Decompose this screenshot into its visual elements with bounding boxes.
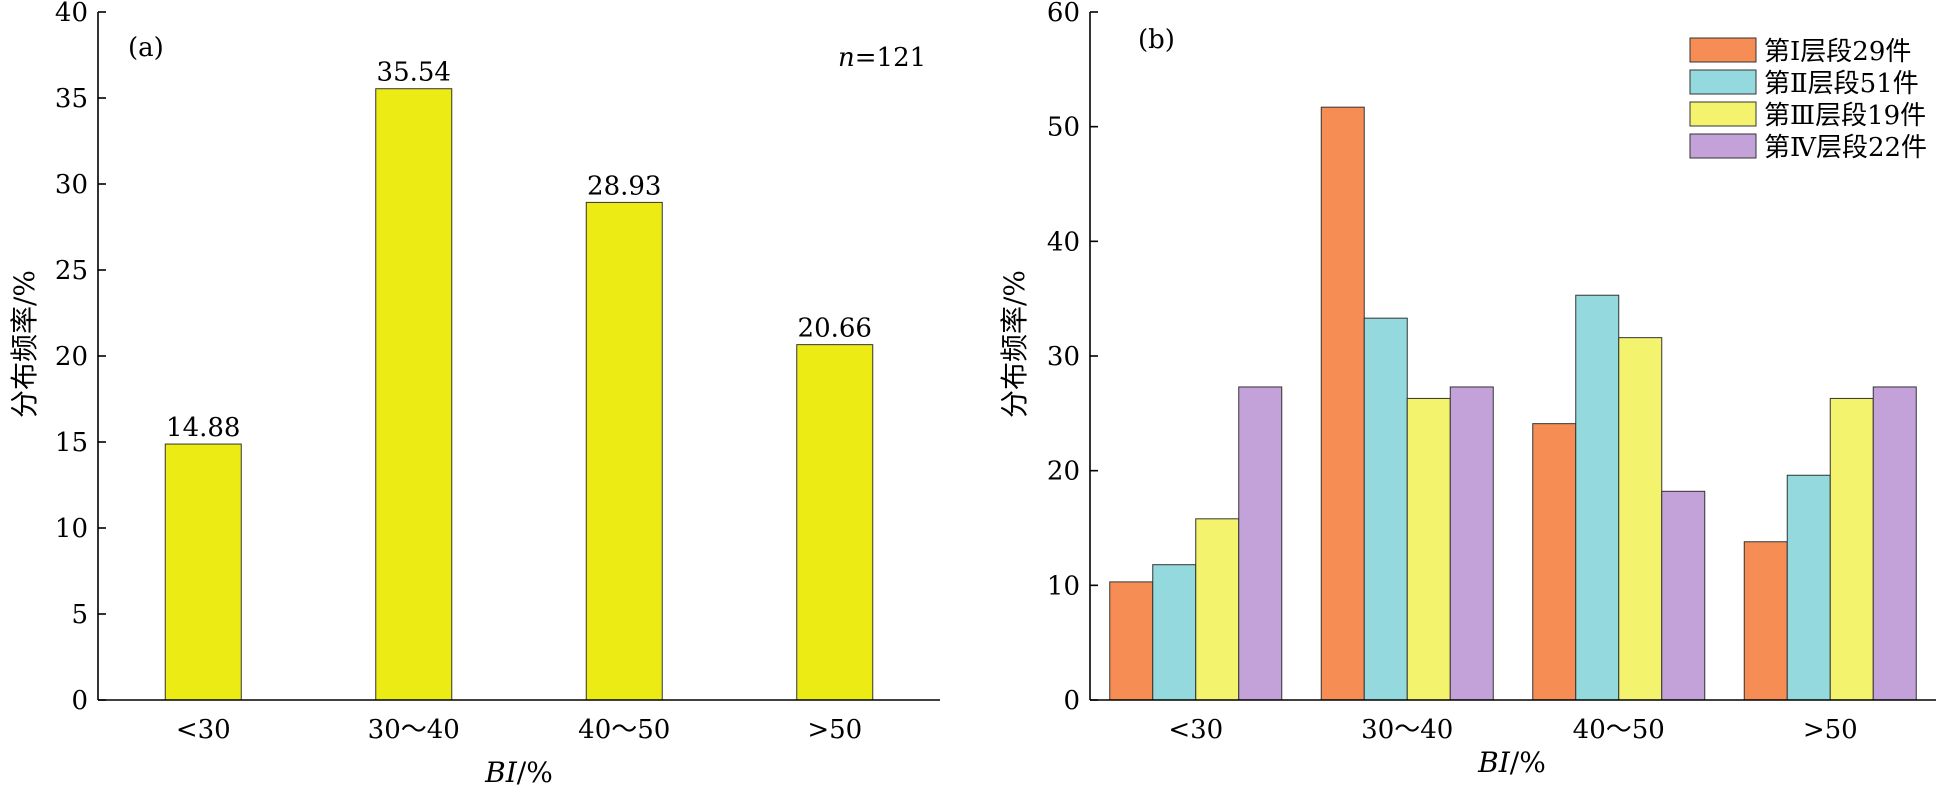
panel-a-bar [796, 344, 874, 701]
panel-a-y-tick-label: 30 [55, 170, 88, 200]
panel-a-y-ticks: 0 5 10 15 20 25 30 35 40 [55, 0, 106, 716]
panel-a-x-tick-label: 40～50 [578, 715, 670, 745]
panel-b-x-tick-label: 40～50 [1573, 715, 1665, 745]
panel-b-bar [1449, 386, 1494, 701]
panel-b-bar [1618, 337, 1663, 701]
panel-a-x-tick-label: 30～40 [368, 715, 460, 745]
panel-a-bar [585, 201, 663, 701]
panel-b-chart: 0 10 20 30 40 50 60 <30 30～40 40～50 >50 第Ⅰ层段29件第Ⅱ… [998, 0, 1936, 779]
panel-a-data-label: 35.54 [377, 58, 451, 88]
panel-a-n-symbol: n [838, 43, 855, 73]
panel-b-bar [1743, 541, 1788, 701]
panel-a-data-label: 14.88 [166, 413, 240, 443]
panel-a-y-tick-label: 5 [71, 600, 88, 630]
panel-a-y-tick-label: 10 [55, 514, 88, 544]
panel-b-bar [1872, 386, 1917, 701]
panel-b-x-tick-label: <30 [1168, 715, 1223, 745]
panel-b-y-tick-label: 10 [1047, 571, 1080, 601]
panel-b-bar [1238, 386, 1283, 701]
panel-a-y-tick-label: 0 [71, 686, 88, 716]
panel-a-y-axis-title: 分布频率/% [8, 270, 41, 418]
panel-a-y-tick-label: 25 [55, 256, 88, 286]
panel-a-x-ticks: <30 30～40 40～50 >50 [176, 715, 862, 745]
panel-b-bar [1109, 581, 1154, 701]
panel-b-x-axis-title: BI/% [1477, 746, 1546, 779]
panel-a-data-label: 28.93 [587, 171, 661, 201]
panel-b-y-tick-label: 30 [1047, 342, 1080, 372]
panel-a-y-tick-label: 40 [55, 0, 88, 28]
panel-b-bar [1320, 106, 1365, 701]
panel-b-x-tick-label: >50 [1803, 715, 1858, 745]
panel-b-y-tick-label: 50 [1047, 113, 1080, 143]
panel-a-data-label: 20.66 [798, 314, 872, 344]
panel-b-legend-label: 第Ⅳ层段22件 [1764, 133, 1927, 163]
panel-b-legend-swatch [1689, 37, 1757, 63]
panel-a-tag: (a) [128, 33, 164, 63]
panel-b-bar [1661, 490, 1706, 701]
panel-b-legend-swatch [1689, 133, 1757, 159]
panel-b-y-tick-label: 60 [1047, 0, 1080, 28]
panel-b-legend-swatch [1689, 101, 1757, 127]
panel-b-tag: (b) [1138, 25, 1175, 55]
panel-b-bars [1109, 106, 1917, 701]
panel-a-bar [375, 88, 453, 701]
panel-a-x-axis-title: BI/% [484, 756, 553, 786]
panel-b-x-tick-label: 30～40 [1361, 715, 1453, 745]
panel-b-y-ticks: 0 10 20 30 40 50 60 [1047, 0, 1098, 716]
panel-a-x-tick-label: >50 [807, 715, 862, 745]
panel-a-data-labels: 14.88 35.54 28.93 20.66 [166, 58, 872, 443]
panel-b-bar [1195, 518, 1240, 701]
panel-a-x-axis-title-italic: BI [484, 756, 518, 786]
panel-a-bars [164, 88, 874, 701]
panel-b-bar [1532, 423, 1577, 701]
panel-a-n-value: =121 [855, 43, 926, 73]
panel-a-bar [164, 443, 242, 701]
panel-b-bar [1152, 564, 1197, 701]
panel-b-y-tick-label: 20 [1047, 457, 1080, 487]
panel-b-legend-swatch [1689, 69, 1757, 95]
panel-a-x-tick-label: <30 [176, 715, 231, 745]
panel-b-x-axis-title-italic: BI [1477, 746, 1511, 779]
panel-b-x-axis-title-unit: /% [1510, 746, 1546, 779]
panel-a-chart: 14.88 35.54 28.93 20.66 0 5 10 15 20 25 30 35 40 <3… [8, 0, 940, 786]
panel-b-legend-label: 第Ⅰ层段29件 [1764, 37, 1911, 67]
panel-b-bar [1575, 294, 1620, 701]
panel-a-y-tick-label: 35 [55, 84, 88, 114]
panel-b-bar [1829, 397, 1874, 701]
panel-a-y-tick-label: 20 [55, 342, 88, 372]
panel-b-legend-label: 第Ⅲ层段19件 [1764, 101, 1926, 131]
panel-b-y-axis-title: 分布频率/% [998, 270, 1031, 418]
panel-a-sample-count: n=121 [838, 43, 926, 73]
panel-b-x-ticks: <30 30～40 40～50 >50 [1168, 715, 1857, 745]
panel-b-bar [1406, 397, 1451, 701]
panel-b-bar [1363, 317, 1408, 701]
panel-b-y-tick-label: 40 [1047, 227, 1080, 257]
panel-b-y-tick-label: 0 [1063, 686, 1080, 716]
panel-b-bar [1786, 474, 1831, 701]
panel-a-x-axis-title-unit: /% [517, 756, 553, 786]
panel-b-legend-label: 第Ⅱ层段51件 [1764, 69, 1919, 99]
panel-a-y-tick-label: 15 [55, 428, 88, 458]
